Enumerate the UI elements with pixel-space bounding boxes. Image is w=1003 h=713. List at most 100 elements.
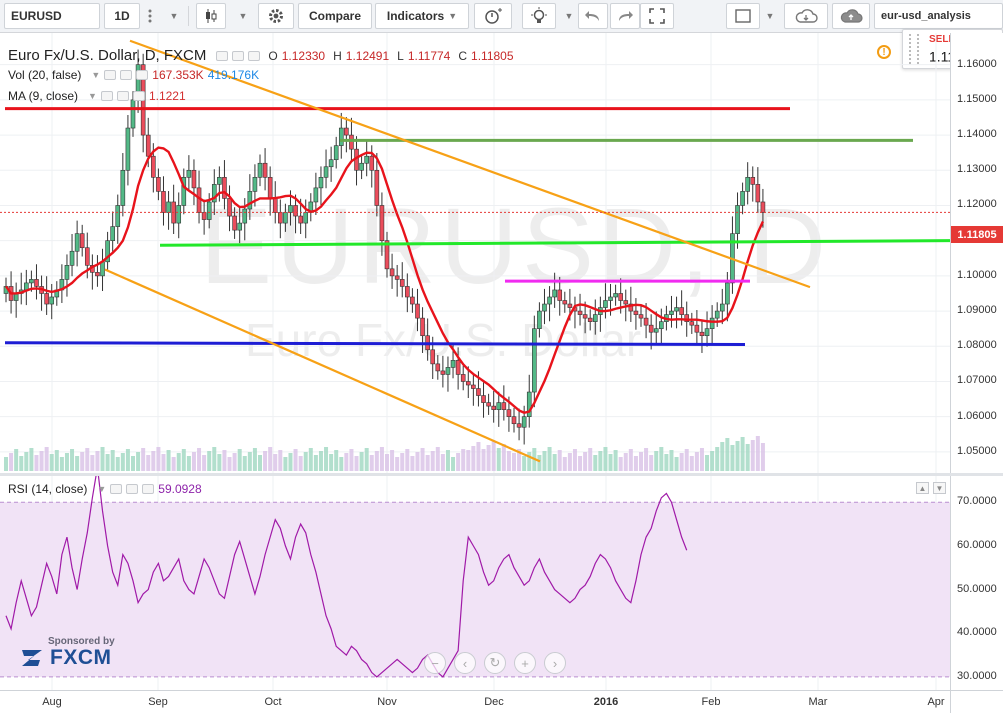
redo-icon[interactable] xyxy=(610,3,640,29)
price-tick-label: 1.05000 xyxy=(957,444,997,457)
chevron-down-icon[interactable]: ▼ xyxy=(88,91,97,101)
visibility-icon[interactable] xyxy=(216,50,229,61)
volume-bar xyxy=(628,449,633,471)
settings-icon[interactable] xyxy=(126,484,139,494)
candle-body xyxy=(410,296,415,305)
candle-body xyxy=(537,310,542,329)
volume-bar xyxy=(344,453,349,471)
symbol-search[interactable]: EURUSD xyxy=(4,3,100,29)
visibility-icon[interactable] xyxy=(110,484,123,494)
price-chart[interactable] xyxy=(0,33,950,473)
candle-body xyxy=(379,205,385,241)
candle-body xyxy=(669,310,674,315)
rsi-label: RSI (14, close) xyxy=(8,482,88,496)
candle-body xyxy=(125,127,131,171)
pane-up-icon[interactable]: ▲ xyxy=(916,482,929,494)
settings-icon[interactable] xyxy=(120,70,133,80)
candle-body xyxy=(384,240,390,270)
close-icon[interactable] xyxy=(132,91,145,101)
close-icon[interactable] xyxy=(136,70,149,80)
settings-icon[interactable] xyxy=(116,91,129,101)
drawing-dropdown-icon[interactable]: ▼ xyxy=(765,11,775,21)
drag-handle-icon[interactable] xyxy=(909,34,919,64)
candle-body xyxy=(49,296,55,305)
interval-button[interactable]: 1D xyxy=(104,3,140,29)
symbol-label: EURUSD xyxy=(11,9,62,23)
time-axis[interactable]: Aug Sep Oct Nov Dec 2016 Feb Mar Apr xyxy=(0,690,950,713)
volume-bar xyxy=(171,457,176,471)
scroll-left-icon[interactable]: ‹ xyxy=(454,652,476,674)
volume-legend: Vol (20, false) ▼ 167.353K 419.176K xyxy=(8,68,259,82)
fullscreen-icon[interactable] xyxy=(640,3,674,29)
gear-icon[interactable] xyxy=(258,3,294,29)
idea-icon[interactable] xyxy=(522,3,556,29)
idea-dropdown-icon[interactable]: ▼ xyxy=(564,11,574,21)
indicators-button[interactable]: Indicators ▼ xyxy=(375,3,469,29)
visibility-icon[interactable] xyxy=(104,70,117,80)
candle-body xyxy=(303,212,309,224)
candle-body xyxy=(328,159,334,168)
volume-bar xyxy=(390,450,395,471)
pane-maximize-icon[interactable]: ▼ xyxy=(933,482,946,494)
close-icon[interactable] xyxy=(142,484,155,494)
warning-icon[interactable]: ! xyxy=(877,45,891,59)
candle-body xyxy=(689,321,695,326)
alert-icon[interactable] xyxy=(474,3,512,29)
candle-body xyxy=(750,177,756,185)
settings-icon[interactable] xyxy=(232,50,245,61)
volume-bar xyxy=(258,455,262,471)
volume-bar xyxy=(354,456,359,471)
interval-more-icon[interactable] xyxy=(141,3,159,29)
volume-bar xyxy=(522,456,527,471)
volume-bar xyxy=(603,447,608,471)
undo-icon[interactable] xyxy=(578,3,608,29)
rsi-axis[interactable]: 70.0000 60.0000 50.0000 40.0000 30.0000 xyxy=(950,476,1003,690)
reset-icon[interactable]: ↻ xyxy=(484,652,506,674)
candle-body xyxy=(313,187,319,203)
rectangle-icon[interactable] xyxy=(726,3,760,29)
volume-bar xyxy=(85,448,90,471)
rsi-chart[interactable] xyxy=(0,476,950,690)
volume-bar xyxy=(755,436,760,471)
cloud-load-icon[interactable] xyxy=(832,3,870,29)
candle-body xyxy=(740,191,745,206)
sponsor-logo[interactable]: Sponsored by FXCM xyxy=(20,636,130,672)
volume-bar xyxy=(49,454,54,471)
layout-name[interactable]: eur-usd_analysis xyxy=(874,3,1003,29)
candle-body xyxy=(542,303,547,312)
compare-button[interactable]: Compare xyxy=(298,3,372,29)
visibility-icon[interactable] xyxy=(100,91,113,101)
volume-bar xyxy=(288,453,293,471)
price-pane[interactable]: EURUSD, D Euro Fx/U.S. Dollar Euro Fx/U.… xyxy=(0,33,950,473)
volume-label: Vol (20, false) xyxy=(8,68,82,82)
volume-bar xyxy=(699,448,704,471)
rsi-pane[interactable]: RSI (14, close) ▼ 59.0928 xyxy=(0,476,950,690)
volume-bar xyxy=(725,438,730,471)
zoom-in-icon[interactable]: + xyxy=(514,652,536,674)
scroll-right-icon[interactable]: › xyxy=(544,652,566,674)
chevron-down-icon[interactable]: ▼ xyxy=(91,70,101,80)
volume-bar xyxy=(120,453,125,471)
pane-separator[interactable] xyxy=(0,473,1003,476)
volume-bar xyxy=(222,450,227,471)
close-icon[interactable] xyxy=(248,50,261,61)
volume-bar xyxy=(512,453,516,471)
sell-label: SELL xyxy=(929,34,955,45)
candle-body xyxy=(105,240,110,263)
volume-bar xyxy=(491,441,496,471)
volume-bar xyxy=(329,454,334,471)
volume-bar xyxy=(745,444,750,471)
rsi-line xyxy=(5,476,688,678)
price-axis[interactable]: 1.160001.150001.140001.130001.120001.110… xyxy=(950,33,1003,473)
candles-icon[interactable] xyxy=(196,3,226,29)
volume-bar xyxy=(9,453,14,471)
candle-body xyxy=(745,177,750,192)
chevron-down-icon[interactable]: ▼ xyxy=(169,11,179,21)
cloud-save-icon[interactable] xyxy=(784,3,828,29)
volume-bar xyxy=(486,445,491,471)
chevron-down-icon[interactable]: ▼ xyxy=(97,484,107,494)
volume-bar xyxy=(374,451,379,471)
high-value: 1.12491 xyxy=(345,48,390,63)
zoom-out-icon[interactable]: − xyxy=(424,652,446,674)
chart-type-dropdown-icon[interactable]: ▼ xyxy=(238,11,248,21)
